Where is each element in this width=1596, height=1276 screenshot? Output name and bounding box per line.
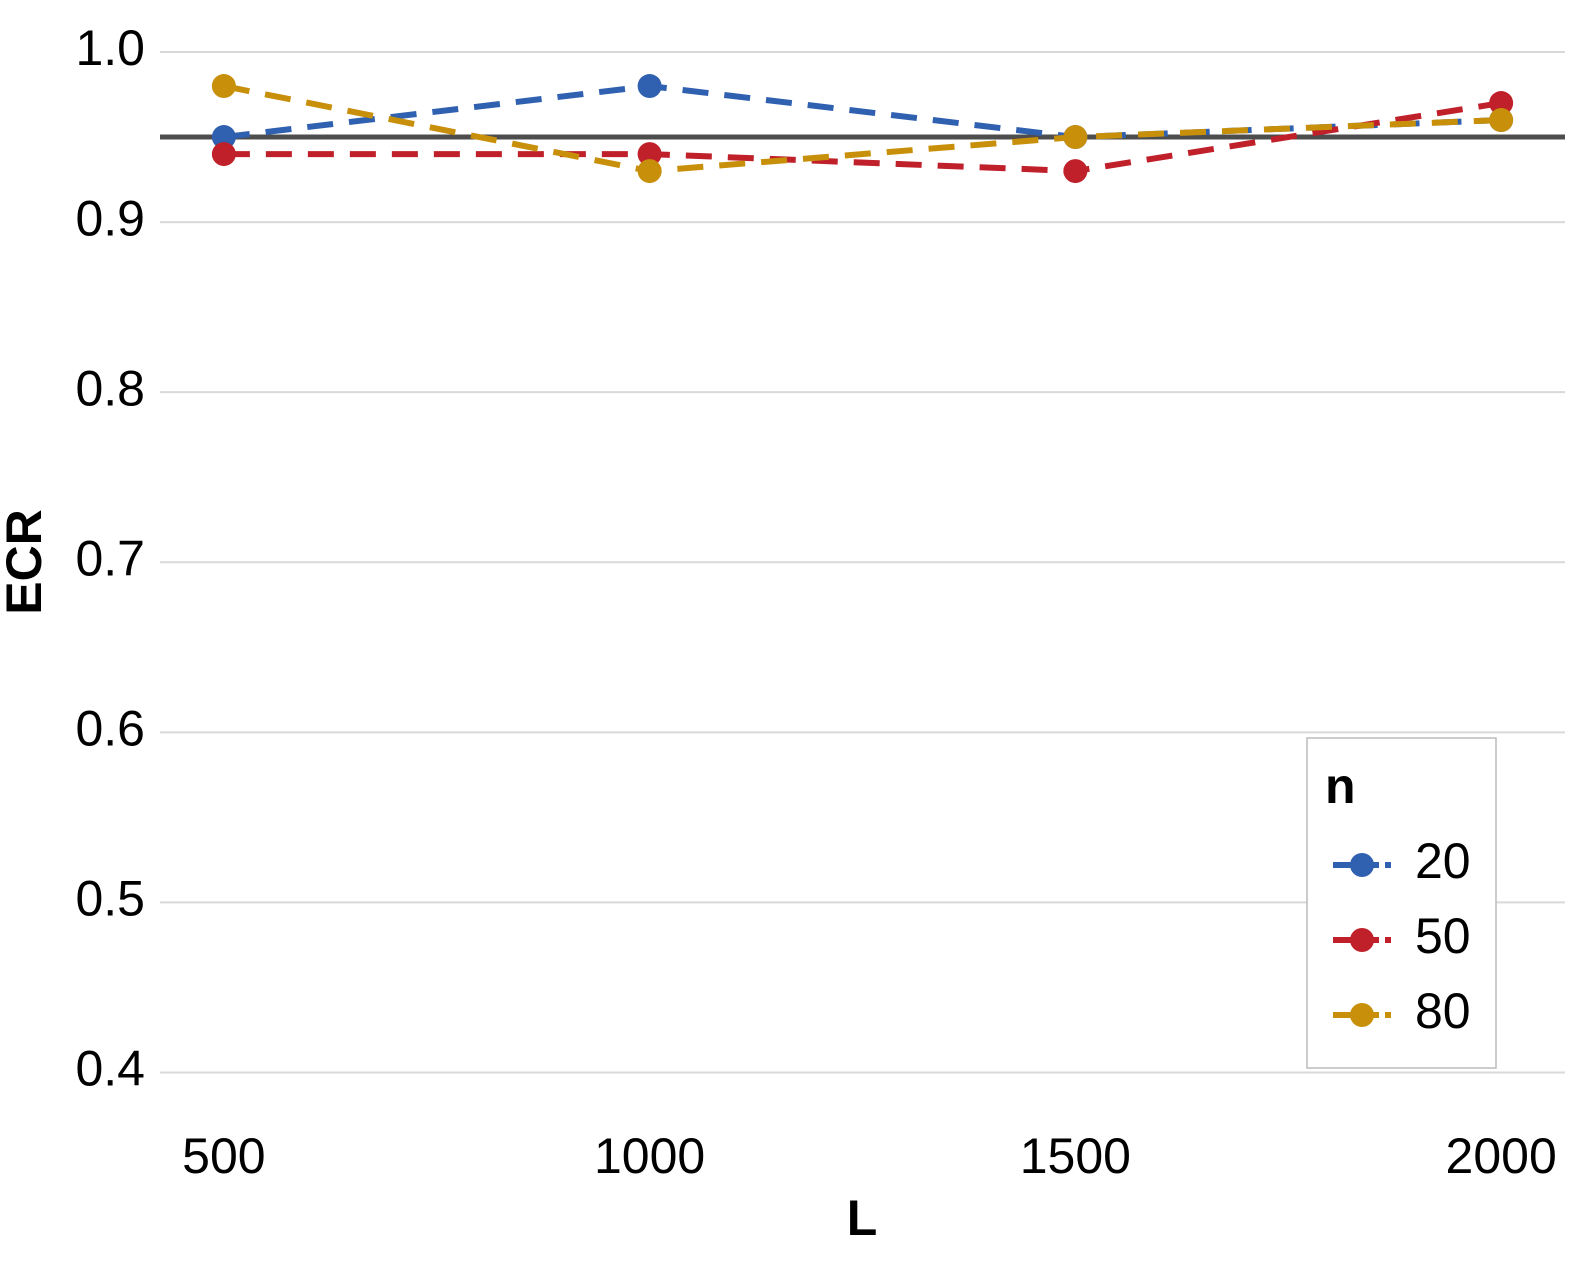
x-tick-label: 1500 bbox=[1020, 1128, 1131, 1184]
y-tick-label: 0.8 bbox=[75, 360, 145, 416]
y-tick-label: 0.7 bbox=[75, 530, 145, 586]
x-tick-label: 1000 bbox=[594, 1128, 705, 1184]
legend-title: n bbox=[1325, 758, 1356, 814]
point bbox=[211, 142, 236, 167]
y-tick-label: 0.5 bbox=[75, 871, 145, 927]
y-tick-label: 0.4 bbox=[75, 1041, 145, 1097]
point bbox=[637, 142, 662, 167]
point bbox=[1489, 91, 1514, 116]
point bbox=[211, 74, 236, 99]
y-axis-label: ECR bbox=[0, 509, 52, 615]
legend-label: 80 bbox=[1415, 983, 1471, 1039]
series-line bbox=[223, 100, 1502, 175]
series-line bbox=[223, 83, 1502, 175]
legend-point bbox=[1350, 1003, 1374, 1027]
y-tick-label: 0.9 bbox=[75, 190, 145, 246]
point bbox=[1489, 108, 1514, 133]
point bbox=[1063, 125, 1088, 150]
point bbox=[211, 125, 236, 150]
point bbox=[637, 74, 662, 99]
y-tick-label: 1.0 bbox=[75, 20, 145, 76]
point bbox=[1063, 159, 1088, 184]
legend-label: 20 bbox=[1415, 833, 1471, 889]
x-axis-label: L bbox=[847, 1190, 878, 1246]
legend-point bbox=[1350, 853, 1374, 877]
point bbox=[637, 159, 662, 184]
legend-label: 50 bbox=[1415, 908, 1471, 964]
x-tick-label: 2000 bbox=[1446, 1128, 1557, 1184]
x-tick-label: 500 bbox=[182, 1128, 265, 1184]
y-tick-label: 0.6 bbox=[75, 701, 145, 757]
legend-point bbox=[1350, 928, 1374, 952]
